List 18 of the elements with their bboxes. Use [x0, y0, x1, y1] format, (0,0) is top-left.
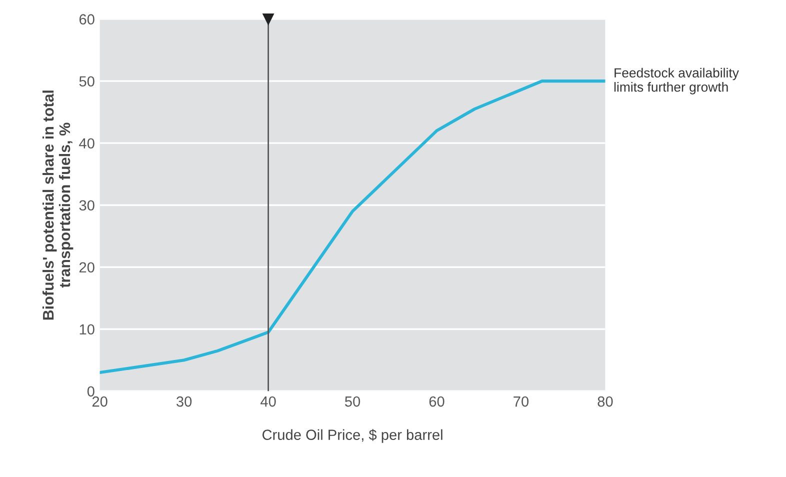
y-axis-title: Biofuels' potential share in total transportation fuels, % [42, 90, 74, 320]
x-tick-label: 60 [429, 396, 444, 407]
x-tick-label: 70 [514, 396, 529, 407]
x-tick-label: 80 [598, 396, 613, 407]
y-tick-label: 30 [79, 200, 94, 211]
annotation: Feedstock availability limits further growth [614, 68, 739, 94]
y-tick-label: 20 [79, 262, 94, 273]
y-tick-label: 10 [80, 324, 94, 335]
y-tick-label: 40 [79, 138, 94, 149]
x-tick-label: 20 [92, 396, 108, 407]
x-tick-label: 30 [176, 396, 192, 407]
line-series [100, 80, 606, 374]
y-tick-label: 0 [87, 386, 94, 397]
y-tick-label: 60 [79, 14, 94, 25]
y-tick-label: 50 [79, 76, 94, 87]
x-tick-label: 40 [260, 396, 276, 407]
x-tick-label: 50 [344, 396, 360, 407]
x-axis-title: Crude Oil Price, $ per barrel [262, 429, 442, 443]
